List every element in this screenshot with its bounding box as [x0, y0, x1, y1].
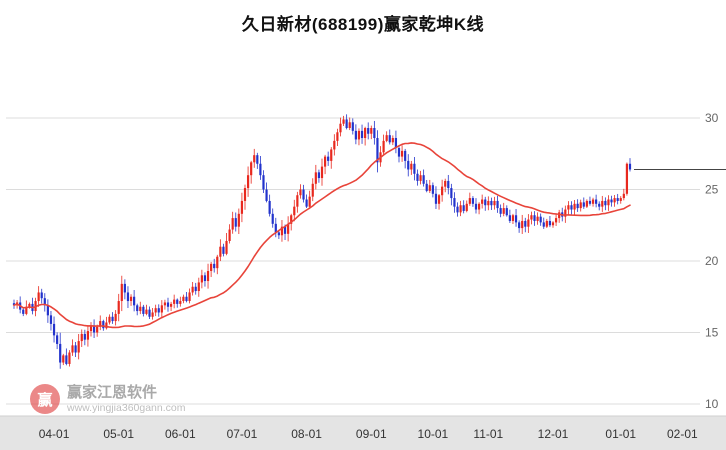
x-tick-label: 07-01	[227, 427, 258, 441]
y-tick-label: 10	[705, 397, 719, 411]
x-axis-strip	[0, 415, 726, 450]
ma-line	[13, 142, 631, 329]
y-tick-label: 20	[705, 254, 719, 268]
x-axis-labels: 04-01 05-01 06-01 07-01 08-01 09-01 10-01 11-01…	[39, 427, 698, 441]
x-tick-label: 12-01	[538, 427, 569, 441]
x-tick-label: 06-01	[165, 427, 196, 441]
x-tick-label: 02-01	[667, 427, 698, 441]
x-tick-label: 01-01	[605, 427, 636, 441]
y-tick-label: 15	[705, 326, 719, 340]
x-tick-label: 09-01	[356, 427, 387, 441]
x-tick-label: 11-01	[473, 427, 503, 441]
candles[interactable]	[12, 114, 632, 369]
x-tick-label: 05-01	[103, 427, 134, 441]
y-axis-labels: 10 15 20 25 30	[705, 111, 719, 411]
x-tick-label: 10-01	[418, 427, 449, 441]
page-title: 久日新材(688199)赢家乾坤K线	[241, 15, 485, 34]
y-tick-label: 30	[705, 111, 719, 125]
x-tick-label: 04-01	[39, 427, 70, 441]
x-tick-label: 08-01	[291, 427, 322, 441]
y-tick-label: 25	[705, 183, 719, 197]
grid-lines	[6, 117, 700, 405]
